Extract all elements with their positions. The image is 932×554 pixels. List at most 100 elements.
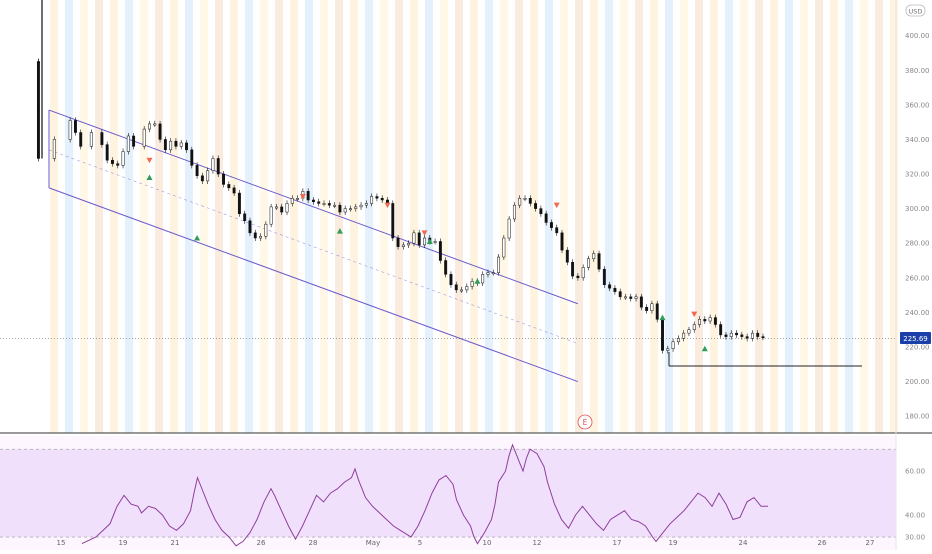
- candle-body: [116, 163, 120, 166]
- candle-body: [317, 201, 321, 204]
- candle-body: [460, 289, 463, 292]
- sell-signal-marker: [384, 202, 391, 209]
- session-stripe: [770, 0, 778, 433]
- session-stripe: [665, 0, 673, 433]
- sell-signal-marker: [299, 194, 306, 200]
- candle-body: [750, 332, 754, 339]
- session-stripe: [800, 0, 808, 433]
- candle-body: [100, 132, 104, 145]
- candle-body: [412, 232, 416, 244]
- candle-body: [417, 232, 421, 246]
- sell-signal-marker: [553, 202, 560, 209]
- candle-body: [560, 232, 564, 251]
- session-stripe: [500, 0, 508, 433]
- channel-lower-line[interactable]: [48, 187, 579, 383]
- candle-body: [602, 268, 606, 285]
- session-stripe: [485, 0, 493, 433]
- candle-body: [645, 306, 649, 311]
- session-stripe: [170, 0, 178, 433]
- session-stripe: [605, 0, 613, 433]
- candle-body: [676, 338, 680, 343]
- currency-label: USD: [909, 7, 923, 15]
- session-stripe: [440, 0, 448, 433]
- candle-body: [666, 348, 670, 351]
- candle-body: [687, 329, 691, 334]
- candle-body: [486, 272, 490, 275]
- candle-body: [523, 197, 527, 200]
- candle-body: [111, 159, 114, 164]
- session-stripe: [860, 0, 868, 433]
- candle-body: [89, 132, 93, 147]
- candle-body: [597, 253, 601, 270]
- candle-body: [370, 196, 374, 204]
- channel-upper-line[interactable]: [48, 109, 579, 305]
- buy-signal-marker: [336, 228, 343, 234]
- price-tick-label: 260.00: [905, 274, 930, 282]
- sell-signal-marker: [691, 311, 698, 318]
- candle-body: [259, 236, 263, 239]
- candle-body: [539, 208, 543, 215]
- price-tick-label: 240.00: [905, 309, 930, 317]
- candle-body: [713, 317, 717, 325]
- price-tick-label: 320.00: [905, 171, 930, 179]
- candle-body: [269, 206, 273, 225]
- regression-channel[interactable]: [48, 109, 579, 383]
- candle-body: [708, 317, 712, 322]
- rsi-panel: [0, 443, 896, 547]
- date-tick-label: 26: [818, 539, 827, 547]
- currency-badge[interactable]: USD: [905, 4, 926, 17]
- candle-body: [338, 204, 342, 213]
- last-price-value: 225.69: [903, 335, 928, 343]
- buy-signal-marker: [146, 174, 153, 180]
- candle-body: [454, 284, 458, 291]
- session-stripe: [155, 0, 163, 433]
- earnings-marker[interactable]: E: [577, 414, 593, 430]
- candle-body: [608, 284, 612, 289]
- session-stripe: [890, 0, 898, 433]
- session-stripe: [380, 0, 388, 433]
- session-stripe: [425, 0, 433, 433]
- price-series: [36, 0, 765, 354]
- candle-body: [211, 158, 215, 171]
- rsi-line[interactable]: [81, 443, 768, 547]
- session-stripe: [470, 0, 478, 433]
- session-stripe: [230, 0, 238, 433]
- candle-body: [274, 206, 278, 209]
- candle-body: [470, 281, 474, 287]
- session-stripe: [545, 0, 553, 433]
- candle-body: [438, 241, 442, 261]
- support-level[interactable]: [668, 352, 862, 367]
- candle-body: [327, 203, 331, 206]
- price-axis[interactable]: 400.00 380.00 360.00 340.00 320.00 300.00 280.…: [905, 32, 930, 541]
- candle-body: [650, 303, 654, 311]
- candle-body: [280, 206, 284, 213]
- session-stripe: [455, 0, 463, 433]
- candle-body: [507, 218, 511, 239]
- rsi-tick-label: 60.00: [905, 468, 925, 476]
- session-stripe: [395, 0, 403, 433]
- session-stripe: [185, 0, 193, 433]
- session-stripe: [530, 0, 538, 433]
- price-tick-label: 380.00: [905, 67, 930, 75]
- candle-body: [200, 175, 204, 182]
- candle-body: [401, 244, 405, 247]
- candle-body: [634, 296, 638, 299]
- candle-body: [311, 199, 315, 202]
- channel-midline[interactable]: [48, 149, 578, 344]
- candle-body: [264, 223, 268, 237]
- date-axis[interactable]: 15 19 21 26 28 May 5 10 12 17 19 24 26 27: [57, 539, 875, 547]
- session-stripe: [710, 0, 718, 433]
- candle-body: [36, 61, 40, 109]
- candle-body: [354, 206, 358, 209]
- candle-body: [534, 203, 538, 209]
- candle-body: [237, 192, 241, 215]
- price-tick-label: 200.00: [905, 378, 930, 386]
- session-stripe: [650, 0, 658, 433]
- date-tick-label: 21: [171, 539, 180, 547]
- candle-body: [549, 222, 553, 228]
- date-tick-label: 19: [669, 539, 678, 547]
- session-stripe: [245, 0, 253, 433]
- candle-body: [333, 204, 337, 207]
